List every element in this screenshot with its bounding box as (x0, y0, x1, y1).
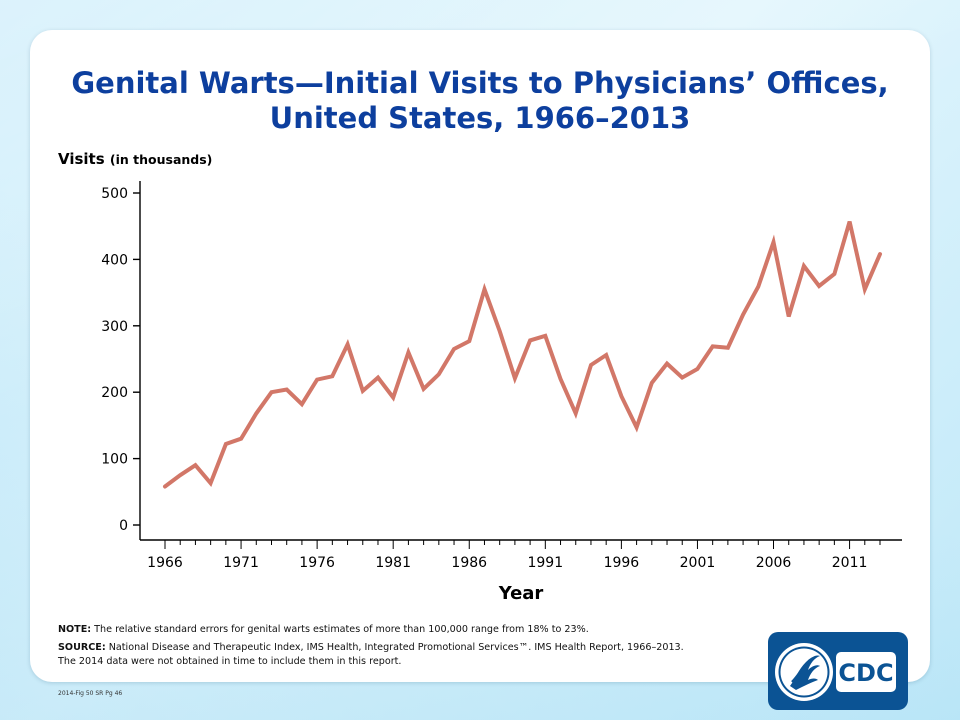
hhs-seal-icon: CDC (775, 643, 896, 701)
source-text: National Disease and Therapeutic Index, … (105, 642, 684, 653)
x-tick-label: 2001 (680, 555, 716, 571)
x-axis-label: Year (498, 583, 544, 604)
y-tick-label: 0 (119, 518, 128, 534)
y-axis-label-main: Visits (58, 150, 105, 168)
footer-code: 2014-Fig 50 SR Pg 46 (58, 690, 123, 697)
x-tick-label: 1981 (375, 555, 411, 571)
chart-title-line-2: United States, 1966–2013 (269, 101, 691, 135)
x-tick-label: 1966 (147, 555, 183, 571)
cdc-logo-text: CDC (838, 659, 893, 687)
y-tick-label: 500 (101, 186, 128, 202)
y-axis-label-unit: (in thousands) (109, 152, 213, 167)
slide-card (30, 30, 930, 682)
source-line: SOURCE: National Disease and Therapeutic… (58, 641, 748, 655)
y-tick-label: 400 (101, 252, 128, 268)
x-tick-label: 1986 (451, 555, 487, 571)
chart-title-line-1: Genital Warts—Initial Visits to Physicia… (71, 66, 889, 100)
note-text: The relative standard errors for genital… (91, 624, 589, 635)
series-line (163, 221, 882, 489)
x-tick-label: 2011 (832, 555, 868, 571)
x-tick-label: 1996 (604, 555, 640, 571)
notes-block: NOTE: The relative standard errors for g… (58, 623, 748, 669)
note-label: NOTE: (58, 624, 92, 635)
x-tick-label: 1971 (223, 555, 259, 571)
y-tick-label: 200 (101, 385, 128, 401)
y-tick-label: 300 (101, 319, 128, 335)
chart-title: Genital Warts—Initial Visits to Physicia… (30, 66, 930, 136)
x-tick-label: 2006 (756, 555, 792, 571)
x-tick-label: 1991 (527, 555, 563, 571)
x-tick-label: 1976 (299, 555, 335, 571)
cdc-logo: CDC (768, 632, 908, 710)
note-line: NOTE: The relative standard errors for g… (58, 623, 748, 637)
y-tick-label: 100 (101, 452, 128, 468)
source-line-2: The 2014 data were not obtained in time … (58, 656, 402, 667)
y-axis-label: Visits (in thousands) (58, 150, 212, 168)
source-label: SOURCE: (58, 642, 106, 653)
